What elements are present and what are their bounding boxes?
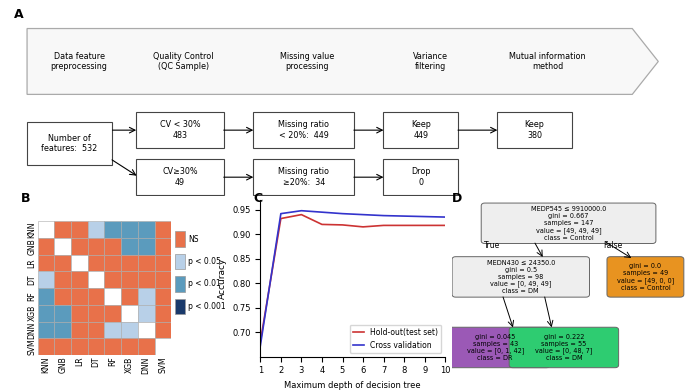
- Bar: [155, 255, 171, 271]
- Text: gini = 0.0
samples = 49
value = [49, 0, 0]
class = Control: gini = 0.0 samples = 49 value = [49, 0, …: [617, 263, 674, 291]
- Text: gini = 0.045
samples = 43
value = [0, 1, 42]
class = DR: gini = 0.045 samples = 43 value = [0, 1,…: [466, 334, 524, 361]
- Bar: [38, 271, 54, 288]
- Bar: [54, 271, 71, 288]
- Bar: [71, 288, 88, 305]
- Bar: [121, 338, 138, 355]
- Text: Missing ratio
< 20%:  449: Missing ratio < 20%: 449: [278, 120, 329, 140]
- Bar: [88, 238, 104, 255]
- Bar: [54, 305, 71, 321]
- Bar: [121, 255, 138, 271]
- Hold-out(test set): [338, 223, 347, 227]
- Bar: [54, 221, 71, 238]
- Bar: [138, 305, 155, 321]
- Hold-out(test set): [256, 339, 264, 344]
- Bar: [88, 305, 104, 321]
- Text: Quality Control
(QC Sample): Quality Control (QC Sample): [153, 52, 214, 71]
- Bar: [155, 221, 171, 238]
- Line: Hold-out(test set): Hold-out(test set): [260, 215, 445, 342]
- FancyBboxPatch shape: [253, 112, 354, 148]
- Cross validation: [338, 211, 347, 216]
- Cross validation: [379, 213, 388, 218]
- Bar: [104, 221, 121, 238]
- Text: Keep
380: Keep 380: [525, 120, 545, 140]
- Text: Data feature
preprocessing: Data feature preprocessing: [51, 52, 108, 71]
- Bar: [138, 221, 155, 238]
- Bar: [104, 288, 121, 305]
- Bar: [175, 254, 185, 269]
- Bar: [138, 288, 155, 305]
- Cross validation: [441, 215, 449, 220]
- Text: NS: NS: [188, 235, 199, 243]
- Bar: [54, 338, 71, 355]
- Bar: [104, 255, 121, 271]
- Bar: [104, 271, 121, 288]
- Text: Missing ratio
≥20%:  34: Missing ratio ≥20%: 34: [278, 167, 329, 187]
- Bar: [71, 305, 88, 321]
- Text: CV < 30%
483: CV < 30% 483: [160, 120, 200, 140]
- Hold-out(test set): [318, 222, 326, 227]
- Hold-out(test set): [297, 212, 306, 217]
- Line: Cross validation: Cross validation: [260, 211, 445, 346]
- Bar: [54, 288, 71, 305]
- Bar: [138, 238, 155, 255]
- Bar: [88, 221, 104, 238]
- Cross validation: [318, 210, 326, 214]
- Bar: [38, 221, 54, 238]
- Text: True: True: [484, 241, 500, 250]
- Bar: [155, 271, 171, 288]
- FancyBboxPatch shape: [136, 112, 224, 148]
- FancyBboxPatch shape: [384, 112, 458, 148]
- Bar: [71, 321, 88, 338]
- Cross validation: [421, 214, 429, 219]
- Bar: [155, 338, 171, 355]
- Hold-out(test set): [379, 223, 388, 228]
- Bar: [71, 238, 88, 255]
- Text: C: C: [253, 192, 262, 205]
- Bar: [104, 338, 121, 355]
- Bar: [88, 338, 104, 355]
- Cross validation: [359, 212, 367, 217]
- Bar: [88, 321, 104, 338]
- Hold-out(test set): [359, 225, 367, 229]
- Cross validation: [277, 211, 285, 216]
- Text: Number of
features:  532: Number of features: 532: [41, 134, 97, 153]
- Text: Drop
0: Drop 0: [411, 167, 430, 187]
- Bar: [155, 305, 171, 321]
- Bar: [38, 255, 54, 271]
- Bar: [175, 231, 185, 247]
- Bar: [38, 338, 54, 355]
- Bar: [38, 238, 54, 255]
- Text: A: A: [14, 8, 24, 21]
- Bar: [71, 271, 88, 288]
- Bar: [71, 338, 88, 355]
- Text: D: D: [452, 192, 462, 205]
- Bar: [121, 288, 138, 305]
- Text: False: False: [603, 241, 623, 250]
- Bar: [54, 255, 71, 271]
- Cross validation: [256, 343, 264, 348]
- Text: B: B: [21, 192, 30, 205]
- Cross validation: [297, 209, 306, 213]
- Text: p < 0.001: p < 0.001: [188, 302, 225, 311]
- Y-axis label: Accuracy: Accuracy: [218, 258, 227, 299]
- Bar: [54, 238, 71, 255]
- Bar: [175, 276, 185, 292]
- Legend: Hold-out(test set), Cross validation: Hold-out(test set), Cross validation: [350, 325, 441, 353]
- Bar: [104, 305, 121, 321]
- FancyBboxPatch shape: [452, 257, 590, 297]
- Polygon shape: [27, 29, 658, 94]
- Bar: [175, 299, 185, 314]
- Bar: [71, 221, 88, 238]
- Text: p < 0.05: p < 0.05: [188, 257, 221, 266]
- FancyBboxPatch shape: [253, 159, 354, 195]
- Bar: [38, 305, 54, 321]
- FancyBboxPatch shape: [481, 203, 656, 243]
- Text: MEDP545 ≤ 9910000.0
gini = 0.667
samples = 147
value = [49, 49, 49]
class = Cont: MEDP545 ≤ 9910000.0 gini = 0.667 samples…: [531, 206, 606, 241]
- Bar: [88, 271, 104, 288]
- FancyBboxPatch shape: [136, 159, 224, 195]
- Bar: [155, 238, 171, 255]
- Bar: [71, 255, 88, 271]
- Bar: [104, 321, 121, 338]
- Text: gini = 0.222
samples = 55
value = [0, 48, 7]
class = DM: gini = 0.222 samples = 55 value = [0, 48…: [535, 334, 593, 361]
- FancyBboxPatch shape: [440, 327, 550, 368]
